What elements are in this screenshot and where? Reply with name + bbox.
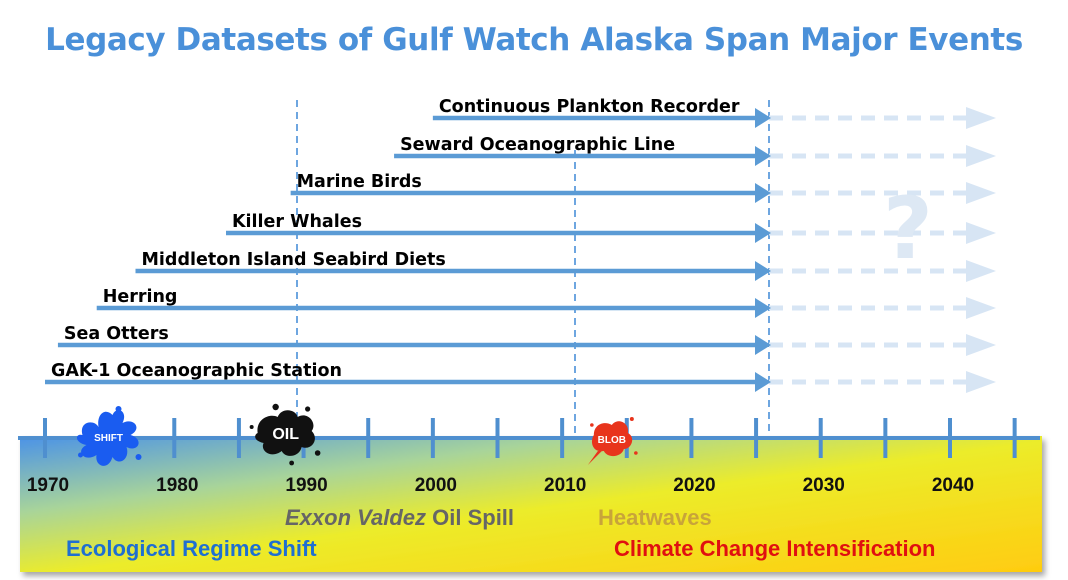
dataset-arrowhead <box>755 108 771 128</box>
future-arrowhead <box>966 334 996 356</box>
dataset-label: Seward Oceanographic Line <box>400 135 675 155</box>
dataset-arrowhead <box>755 335 771 355</box>
year-label: 1990 <box>285 475 327 496</box>
dataset-label: Continuous Plankton Recorder <box>439 97 740 117</box>
year-label: 1970 <box>27 475 69 496</box>
future-arrowhead <box>966 222 996 244</box>
oil-spill-italic: Exxon Valdez <box>285 505 426 530</box>
dataset-arrowhead <box>755 223 771 243</box>
future-arrowhead <box>966 371 996 393</box>
blob-splat-icon: BLOB <box>587 417 638 465</box>
oil-spill-rest: Oil Spill <box>426 505 514 530</box>
heatwaves-label: Heatwaves <box>598 505 712 530</box>
future-arrowhead <box>966 182 996 204</box>
shift-splat-icon: SHIFT <box>76 406 142 466</box>
dataset-arrowhead <box>755 261 771 281</box>
dataset-label: Sea Otters <box>64 324 169 344</box>
oil-badge-label: OIL <box>272 426 299 443</box>
future-arrowhead <box>966 107 996 129</box>
dataset-arrowhead <box>755 298 771 318</box>
future-question-mark: ? <box>883 179 933 279</box>
dataset-label: Middleton Island Seabird Diets <box>142 250 446 270</box>
regime-shift-label: Ecological Regime Shift <box>66 536 317 561</box>
blob-badge-label: BLOB <box>598 435 626 446</box>
future-arrowhead <box>966 297 996 319</box>
climate-change-label: Climate Change Intensification <box>614 536 936 561</box>
year-label: 2030 <box>803 475 845 496</box>
dataset-label: Herring <box>103 287 178 307</box>
dataset-arrowhead <box>755 146 771 166</box>
year-label: 2020 <box>673 475 715 496</box>
dataset-label: Marine Birds <box>297 172 422 192</box>
oil-splat-icon: OIL <box>249 403 321 466</box>
dataset-arrowhead <box>755 372 771 392</box>
year-label: 2000 <box>415 475 457 496</box>
future-arrowhead <box>966 260 996 282</box>
page-title: Legacy Datasets of Gulf Watch Alaska Spa… <box>45 22 1023 58</box>
year-label: 2010 <box>544 475 586 496</box>
oil-spill-label: Exxon Valdez Oil Spill <box>285 505 514 530</box>
dataset-label: GAK-1 Oceanographic Station <box>51 361 342 381</box>
year-label: 1980 <box>156 475 198 496</box>
timeline-band <box>20 436 1042 572</box>
shift-badge-label: SHIFT <box>94 433 123 444</box>
dataset-arrowhead <box>755 183 771 203</box>
future-arrowhead <box>966 145 996 167</box>
year-label: 2040 <box>932 475 974 496</box>
dataset-label: Killer Whales <box>232 212 362 232</box>
